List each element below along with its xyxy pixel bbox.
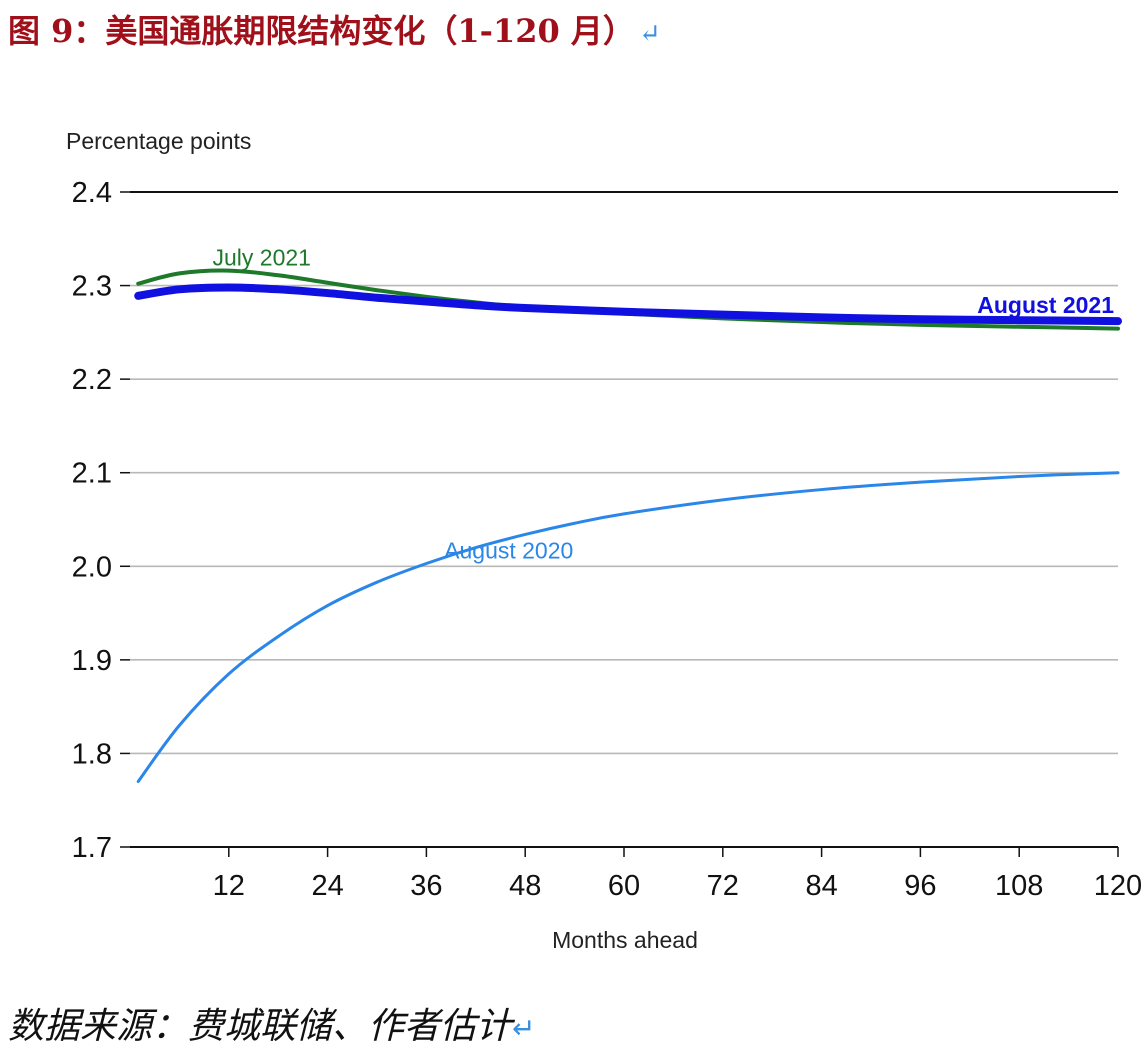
axes [120, 191, 1119, 857]
x-axis-label: Months ahead [552, 927, 698, 953]
series-label-july-2021: July 2021 [212, 245, 310, 271]
x-tick-label: 24 [311, 870, 343, 902]
x-tick-label: 48 [509, 870, 541, 902]
y-tick-label: 1.7 [72, 832, 112, 864]
series-line-august-2020 [136, 471, 1120, 783]
x-tick-label: 120 [1094, 870, 1142, 902]
x-tick-label: 72 [707, 870, 739, 902]
chart-labels: Percentage points Months ahead 1.7 1.8 1.9… [66, 128, 1142, 953]
series-line-august-2021 [134, 283, 1122, 326]
x-tick-label: 36 [410, 870, 442, 902]
y-tick-label: 2.1 [72, 458, 112, 490]
y-tick-label: 2.4 [72, 177, 112, 209]
y-tick-label: 2.2 [72, 364, 112, 396]
y-axis-label: Percentage points [66, 128, 251, 154]
return-mark-icon: ↵ [638, 19, 661, 49]
y-tick-label: 1.8 [72, 738, 112, 770]
x-tick-label: 108 [995, 870, 1043, 902]
figure-source: 数据来源：费城联储、作者估计↵ [8, 1002, 535, 1054]
x-tick-label: 96 [904, 870, 936, 902]
y-tick-label: 1.9 [72, 645, 112, 677]
y-tick-label: 2.3 [72, 271, 112, 303]
series-label-august-2020: August 2020 [444, 537, 573, 563]
series-label-august-2021: August 2021 [977, 292, 1114, 318]
source-text: 数据来源：费城联储、作者估计 [8, 1006, 513, 1047]
x-tick-label: 12 [213, 870, 245, 902]
y-tick-label: 2.0 [72, 551, 112, 583]
series-lines [134, 268, 1122, 783]
line-chart: Percentage points Months ahead 1.7 1.8 1.9… [66, 128, 1142, 953]
x-tick-label: 60 [608, 870, 640, 902]
figure-title: 图 9：美国通胀期限结构变化（1-120 月） ↵ [8, 10, 661, 55]
x-tick-label: 84 [805, 870, 837, 902]
return-mark-icon: ↵ [512, 1012, 536, 1045]
figure-title-text: 图 9：美国通胀期限结构变化（1-120 月） [8, 12, 635, 50]
